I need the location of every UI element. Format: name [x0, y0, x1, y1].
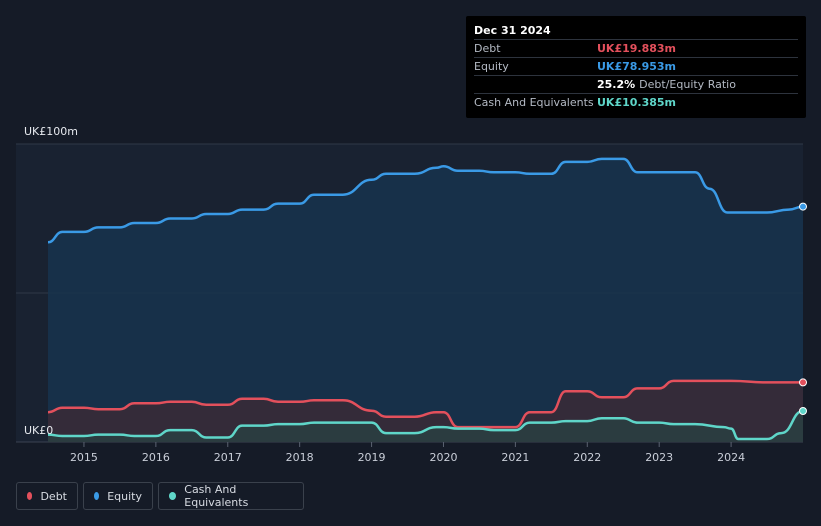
- x-tick-label: 2018: [286, 451, 314, 464]
- tooltip-value: UK£78.953m: [597, 60, 677, 73]
- x-tick-label: 2021: [501, 451, 529, 464]
- tooltip-row-cash: Cash And Equivalents UK£10.385m: [474, 93, 798, 111]
- x-tick-label: 2015: [70, 451, 98, 464]
- tooltip-sub: Debt/Equity Ratio: [639, 78, 736, 91]
- debt-dot-icon: [27, 492, 33, 500]
- line-cash-and-equivalents: [47, 409, 804, 441]
- markers: [799, 202, 807, 416]
- y-axis-label-min: UK£0: [24, 424, 53, 437]
- x-tick-label: 2022: [573, 451, 601, 464]
- legend-label: Debt: [40, 489, 67, 503]
- tooltip-row-equity: Equity UK£78.953m: [474, 57, 798, 75]
- tooltip-label: Debt: [474, 42, 501, 55]
- tooltip-date: Dec 31 2024: [474, 24, 551, 37]
- tooltip-value: 25.2%: [597, 78, 636, 91]
- equity-dot-icon: [94, 492, 100, 500]
- legend-item-cash[interactable]: Cash And Equivalents: [158, 482, 304, 510]
- x-tick-label: 2016: [142, 451, 170, 464]
- x-tick-label: 2020: [429, 451, 457, 464]
- point-equity-latest: [799, 202, 807, 211]
- point-debt-latest: [799, 378, 807, 387]
- tooltip: Dec 31 2024 Debt UK£19.883m Equity UK£78…: [466, 16, 806, 118]
- legend-label: Cash And Equivalents: [184, 483, 249, 509]
- x-tick-label: 2023: [645, 451, 673, 464]
- axis: UK£100m UK£0 2015 2016 2017 2018 2019 2020 2021 2…: [24, 125, 745, 464]
- legend-label: Equity: [107, 489, 142, 503]
- line-equity: [47, 157, 804, 244]
- tooltip-row-ratio: 25.2% Debt/Equity Ratio: [474, 75, 798, 93]
- line-debt: [47, 379, 803, 429]
- lines: [47, 157, 804, 441]
- tooltip-label: Cash And Equivalents: [474, 96, 594, 109]
- tooltip-row-debt: Debt UK£19.883m: [474, 39, 798, 57]
- area-equity: [48, 158, 803, 442]
- legend-item-debt[interactable]: Debt: [16, 482, 78, 510]
- tooltip-value: UK£10.385m: [597, 96, 677, 109]
- cash-dot-icon: [169, 492, 177, 500]
- tooltip-label: Equity: [474, 60, 509, 73]
- tooltip-value: UK£19.883m: [597, 42, 677, 55]
- tooltip-label: [474, 76, 597, 93]
- point-cash-and-equivalents-latest: [799, 407, 807, 416]
- x-tick-label: 2019: [358, 451, 386, 464]
- legend-item-equity[interactable]: Equity: [83, 482, 153, 510]
- y-axis-label-max: UK£100m: [24, 125, 78, 138]
- x-tick-label: 2017: [214, 451, 242, 464]
- x-tick-label: 2024: [717, 451, 745, 464]
